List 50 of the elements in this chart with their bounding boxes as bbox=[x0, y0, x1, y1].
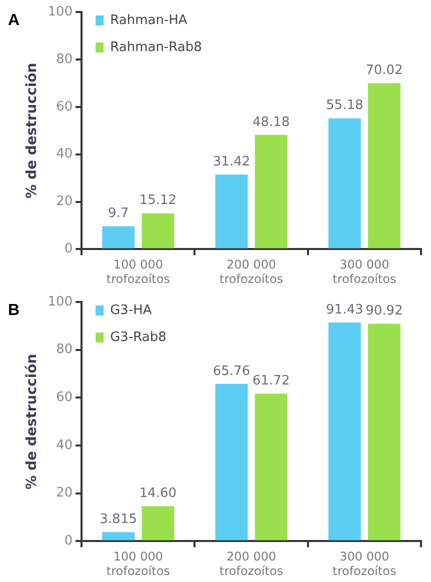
chart-title: A bbox=[8, 12, 20, 30]
y-axis-title: % de destrucción bbox=[24, 354, 40, 490]
y-tick-label: 100 bbox=[48, 294, 73, 310]
legend-label: G3-HA bbox=[110, 302, 152, 318]
x-tick-label: 200 000 trofozoítos bbox=[220, 258, 284, 286]
bar bbox=[328, 322, 361, 540]
y-tick-label: 80 bbox=[56, 52, 73, 67]
data-label: 70.02 bbox=[366, 62, 403, 78]
data-label: 14.60 bbox=[139, 486, 177, 502]
bar bbox=[328, 118, 361, 248]
bar bbox=[368, 83, 400, 248]
y-tick-label: 60 bbox=[56, 390, 73, 406]
y-tick-label: 100 bbox=[48, 4, 73, 20]
x-tick-label: 300 000 trofozoítos bbox=[332, 258, 396, 286]
y-axis-title: % de destrucción bbox=[24, 62, 40, 198]
data-label: 3.815 bbox=[100, 512, 137, 527]
bar bbox=[142, 213, 174, 248]
y-tick-label: 0 bbox=[64, 242, 73, 257]
y-tick-label: 20 bbox=[56, 194, 73, 210]
bar bbox=[142, 506, 174, 540]
chart-title: B bbox=[8, 302, 20, 320]
y-tick-label: 80 bbox=[56, 342, 73, 358]
data-label: 91.43 bbox=[326, 302, 364, 318]
bar bbox=[102, 532, 135, 540]
data-label: 9.7 bbox=[108, 206, 129, 222]
x-tick-label: 100 000 trofozoítos bbox=[106, 550, 170, 578]
bar bbox=[254, 394, 288, 540]
y-tick-label: 40 bbox=[56, 438, 73, 453]
y-tick-label: 40 bbox=[56, 146, 73, 162]
x-tick-label: 100 000 trofozoítos bbox=[106, 258, 170, 286]
y-tick-label: 0 bbox=[64, 534, 73, 549]
x-tick-label: 200 000 trofozoítos bbox=[220, 550, 284, 578]
bar bbox=[215, 384, 248, 540]
data-label: 55.18 bbox=[326, 98, 364, 114]
y-tick-label: 60 bbox=[56, 99, 73, 114]
data-label: 61.72 bbox=[252, 373, 290, 388]
x-tick-label: 300 000 trofozoítos bbox=[332, 550, 396, 578]
data-label: 65.76 bbox=[212, 364, 250, 379]
legend-label: G3-Rab8 bbox=[110, 330, 166, 345]
bar bbox=[102, 226, 135, 248]
bar bbox=[368, 324, 400, 540]
bar bbox=[215, 174, 248, 248]
bar bbox=[254, 134, 288, 248]
legend-label: Rahman-HA bbox=[110, 12, 188, 28]
legend-label: Rahman-Rab8 bbox=[110, 40, 202, 55]
data-label: 31.42 bbox=[212, 154, 250, 170]
y-tick-label: 20 bbox=[56, 486, 73, 501]
data-label: 48.18 bbox=[252, 114, 290, 130]
data-label: 90.92 bbox=[366, 304, 403, 319]
data-label: 15.12 bbox=[139, 193, 177, 208]
